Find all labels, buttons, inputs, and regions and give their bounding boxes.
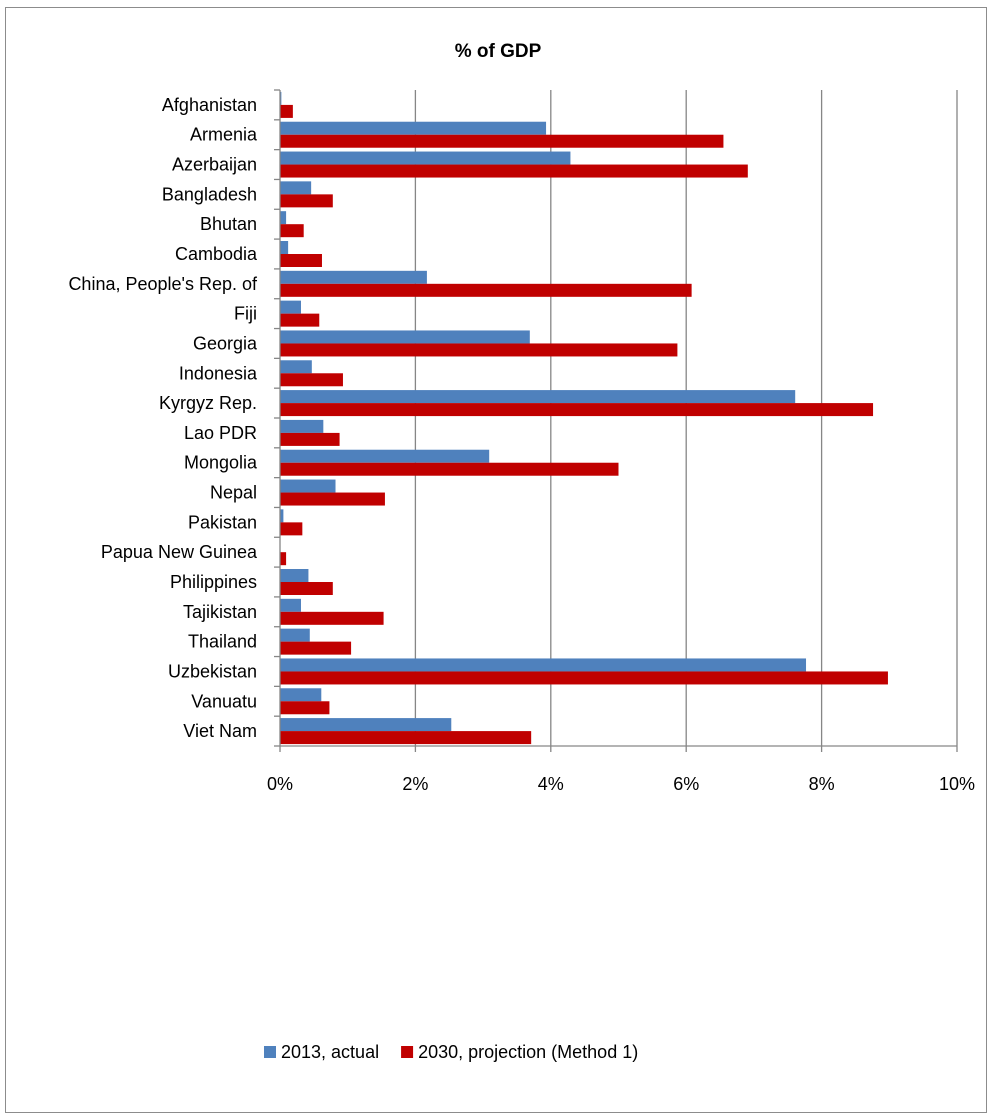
bar-2013-bangladesh	[280, 181, 312, 195]
bar-2030-tajikistan	[280, 611, 384, 625]
bar-2013-mongolia	[280, 449, 490, 463]
category-label-fiji: Fiji	[234, 304, 257, 324]
category-label-pakistan: Pakistan	[188, 512, 257, 532]
x-tick-label: 10%	[939, 774, 975, 794]
category-label-vanuatu: Vanuatu	[191, 691, 257, 711]
x-tick-label: 8%	[809, 774, 835, 794]
category-label-nepal: Nepal	[210, 483, 257, 503]
bar-2030-uzbekistan	[280, 671, 888, 685]
bar-2013-viet-nam	[280, 718, 452, 732]
category-label-kyrgyz-rep: Kyrgyz Rep.	[159, 393, 257, 413]
category-label-lao-pdr: Lao PDR	[184, 423, 257, 443]
legend-label-2030: 2030, projection (Method 1)	[418, 1042, 638, 1062]
category-label-armenia: Armenia	[190, 125, 258, 145]
bar-2013-uzbekistan	[280, 658, 807, 672]
category-label-azerbaijan: Azerbaijan	[172, 155, 257, 175]
tick-labels: 0% 2% 4% 6% 8% 10%	[267, 774, 975, 794]
category-labels: Afghanistan Armenia Azerbaijan Bangladesh Bh…	[68, 95, 258, 741]
x-tick-label: 4%	[538, 774, 564, 794]
bar-2030-cambodia	[280, 254, 322, 267]
bar-2013-armenia	[280, 121, 547, 135]
bar-2013-georgia	[280, 330, 530, 344]
category-label-mongolia: Mongolia	[184, 453, 258, 473]
bar-2013-nepal	[280, 479, 336, 493]
bar-2013-bhutan	[280, 211, 287, 225]
bar-2013-cambodia	[280, 241, 289, 254]
category-label-china-people-s-rep-of: China, People's Rep. of	[68, 274, 258, 294]
bar-2013-philippines	[280, 569, 309, 582]
bar-2013-china-people-s-rep-of	[280, 270, 427, 284]
bar-2013-afghanistan	[280, 91, 282, 105]
legend-label-2013: 2013, actual	[281, 1042, 379, 1062]
bar-2030-pakistan	[280, 522, 303, 536]
legend: 2013, actual 2030, projection (Method 1)	[264, 1042, 638, 1062]
bar-2030-mongolia	[280, 462, 619, 476]
bar-2030-china-people-s-rep-of	[280, 283, 692, 297]
x-tick-label: 2%	[402, 774, 428, 794]
bar-2013-azerbaijan	[280, 151, 571, 165]
bars	[280, 91, 888, 745]
bar-2030-indonesia	[280, 373, 343, 387]
bar-2013-tajikistan	[280, 598, 301, 612]
bar-2030-vanuatu	[280, 701, 330, 715]
bar-2030-fiji	[280, 313, 320, 327]
category-label-viet-nam: Viet Nam	[183, 721, 257, 741]
bar-2030-armenia	[280, 134, 724, 148]
bar-2013-kyrgyz-rep	[280, 390, 796, 404]
bar-2030-philippines	[280, 582, 333, 595]
x-tick-label: 0%	[267, 774, 293, 794]
bar-2030-lao-pdr	[280, 432, 340, 446]
category-label-uzbekistan: Uzbekistan	[168, 661, 257, 681]
category-label-thailand: Thailand	[188, 632, 257, 652]
category-label-papua-new-guinea: Papua New Guinea	[101, 542, 258, 562]
bar-2030-bhutan	[280, 224, 304, 238]
legend-swatch-2030	[401, 1046, 414, 1058]
bar-2013-thailand	[280, 628, 310, 642]
bar-2013-lao-pdr	[280, 419, 324, 433]
bar-2013-pakistan	[280, 509, 284, 523]
bar-2030-bangladesh	[280, 194, 333, 208]
category-label-philippines: Philippines	[170, 572, 257, 592]
axes	[274, 89, 958, 752]
category-label-georgia: Georgia	[193, 333, 258, 353]
bar-2030-thailand	[280, 641, 352, 655]
category-label-cambodia: Cambodia	[175, 244, 258, 264]
chart-title: % of GDP	[455, 41, 542, 62]
bar-2030-georgia	[280, 343, 678, 357]
bar-2013-fiji	[280, 300, 301, 314]
category-label-afghanistan: Afghanistan	[162, 95, 257, 115]
bar-2030-afghanistan	[280, 104, 293, 118]
bar-2030-viet-nam	[280, 731, 532, 745]
bar-2030-nepal	[280, 492, 385, 506]
bar-2030-kyrgyz-rep	[280, 403, 874, 417]
chart-area	[5, 7, 987, 1113]
bar-2013-vanuatu	[280, 688, 322, 702]
bar-2013-indonesia	[280, 360, 312, 374]
category-label-bangladesh: Bangladesh	[162, 184, 257, 204]
category-label-tajikistan: Tajikistan	[183, 602, 257, 622]
bar-2030-azerbaijan	[280, 164, 748, 178]
category-label-indonesia: Indonesia	[179, 363, 258, 383]
bar-2030-papua-new-guinea	[280, 552, 287, 566]
legend-swatch-2013	[264, 1046, 276, 1058]
gridlines	[414, 90, 958, 746]
category-label-bhutan: Bhutan	[200, 214, 257, 234]
x-tick-label: 6%	[673, 774, 699, 794]
